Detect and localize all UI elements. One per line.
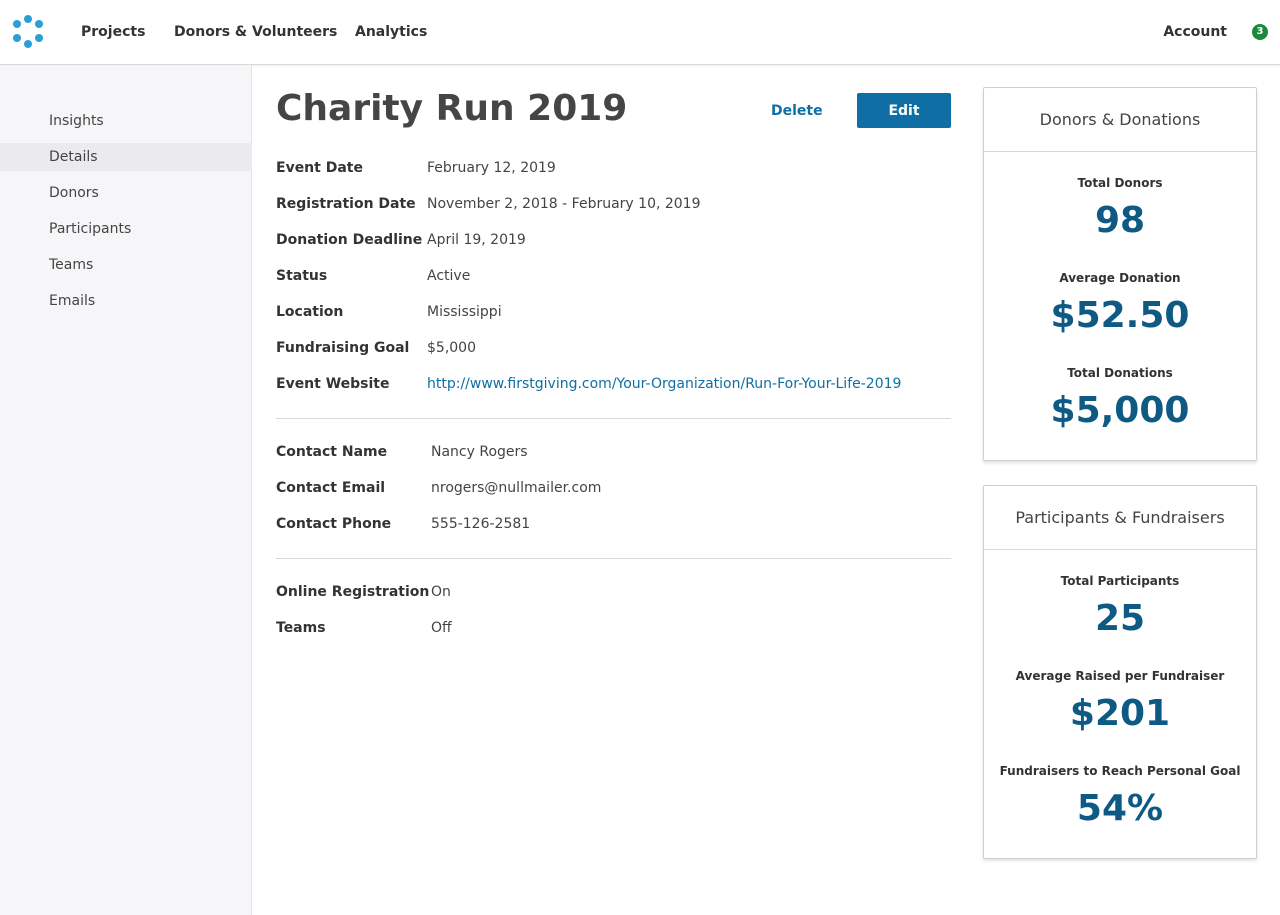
field-value: nrogers@nullmailer.com	[431, 480, 602, 496]
page-title: Charity Run 2019	[276, 88, 628, 129]
field-value: February 12, 2019	[427, 160, 556, 176]
field-label: Registration Date	[276, 196, 416, 212]
card-title: Donors & Donations	[984, 88, 1256, 152]
reach-goal-value: 54%	[1076, 788, 1164, 829]
nav-projects[interactable]: Projects	[81, 24, 146, 40]
field-value: Off	[431, 620, 452, 636]
field-label: Contact Email	[276, 480, 386, 496]
field-value: November 2, 2018 - February 10, 2019	[427, 196, 701, 212]
sidebar: Insights Details Donors Participants Tea…	[0, 65, 252, 915]
section-divider	[276, 418, 951, 419]
field-label: Event Website	[276, 376, 390, 392]
field-value: Mississippi	[427, 304, 502, 320]
delete-button[interactable]: Delete	[771, 103, 823, 119]
total-participants-value: 25	[1094, 598, 1146, 639]
field-label: Contact Name	[276, 444, 388, 460]
sidebar-item-teams[interactable]: Teams	[49, 257, 94, 273]
total-donors-value: 98	[1094, 200, 1146, 241]
participants-fundraisers-card: Participants & Fundraisers Total Partici…	[983, 485, 1257, 859]
notification-badge: 3	[1252, 24, 1268, 40]
sidebar-item-insights[interactable]: Insights	[49, 113, 104, 129]
sidebar-item-details[interactable]: Details	[0, 143, 252, 171]
field-label: Contact Phone	[276, 516, 392, 532]
field-value: Active	[427, 268, 471, 284]
field-label: Event Date	[276, 160, 363, 176]
field-label: Fundraising Goal	[276, 340, 410, 356]
sidebar-item-participants[interactable]: Participants	[49, 221, 132, 237]
average-donation-value: $52.50	[1050, 295, 1190, 336]
stat-label: Fundraisers to Reach Personal Goal	[999, 764, 1241, 778]
stat-label: Total Donations	[1067, 366, 1173, 380]
stat-label: Total Donors	[1077, 176, 1163, 190]
field-value: Nancy Rogers	[431, 444, 528, 460]
field-label: Online Registration	[276, 584, 430, 600]
stat-label: Average Raised per Fundraiser	[1015, 669, 1225, 683]
field-label: Teams	[276, 620, 326, 636]
sidebar-item-donors[interactable]: Donors	[49, 185, 99, 201]
field-value: April 19, 2019	[427, 232, 526, 248]
logo-icon[interactable]	[10, 14, 46, 50]
card-title: Participants & Fundraisers	[984, 486, 1256, 550]
average-raised-value: $201	[1069, 693, 1171, 734]
nav-analytics[interactable]: Analytics	[355, 24, 428, 40]
stat-label: Average Donation	[1059, 271, 1181, 285]
stat-label: Total Participants	[1060, 574, 1180, 588]
section-divider	[276, 558, 951, 559]
field-value: 555-126-2581	[431, 516, 531, 532]
account-menu[interactable]: Account	[1163, 24, 1227, 40]
edit-button[interactable]: Edit	[857, 93, 951, 128]
field-label: Donation Deadline	[276, 232, 423, 248]
nav-donors-volunteers[interactable]: Donors & Volunteers	[174, 24, 338, 40]
event-website-link[interactable]: http://www.firstgiving.com/Your-Organiza…	[427, 376, 902, 392]
field-label: Status	[276, 268, 328, 284]
field-label: Location	[276, 304, 344, 320]
total-donations-value: $5,000	[1050, 390, 1190, 431]
field-value: $5,000	[427, 340, 476, 356]
donors-donations-card: Donors & Donations Total Donors 98 Avera…	[983, 87, 1257, 461]
sidebar-item-emails[interactable]: Emails	[49, 293, 96, 309]
top-nav-bar: Projects Donors & Volunteers Analytics A…	[0, 0, 1280, 65]
field-value: On	[431, 584, 451, 600]
